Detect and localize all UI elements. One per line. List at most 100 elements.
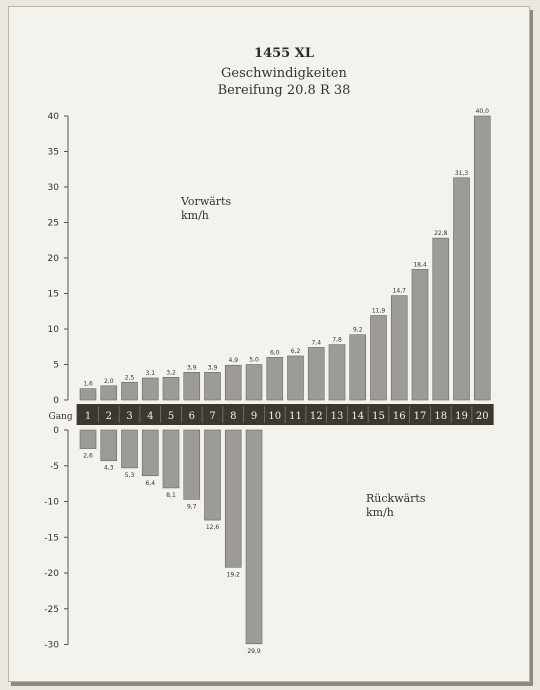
forward-value-label: 22,8 [434,230,448,237]
forward-value-label: 3,9 [208,364,218,371]
forward-bar [204,372,221,401]
reverse-bar [100,429,118,462]
chart-canvas: 1455 XL Geschwindigkeiten Bereifung 20.8… [44,46,494,655]
gear-label: 9 [251,411,257,422]
y-tick-label: -30 [44,641,59,651]
y-tick-label: 10 [48,325,60,335]
gear-label: 3 [126,411,132,422]
forward-bar [183,372,201,401]
gear-label: 5 [168,411,174,422]
y-tick-label: 25 [48,219,59,229]
forward-value-label: 31,3 [455,170,469,177]
y-tick-label: -15 [44,533,59,543]
reverse-bar [79,429,97,449]
gear-label: 19 [455,411,468,422]
gear-label: 15 [372,411,385,422]
forward-annotation-line-2: km/h [181,209,209,222]
gear-label: 14 [351,411,364,422]
forward-bar [432,237,450,401]
gear-label: 18 [434,411,447,422]
y-tick-label: -20 [44,569,59,579]
forward-bar [453,177,470,401]
reverse-bar [204,429,221,521]
chart-page: 1455 XL Geschwindigkeiten Bereifung 20.8… [8,6,530,682]
reverse-bar [121,429,138,469]
forward-bar [224,364,242,401]
forward-bar [287,355,304,401]
reverse-bar [162,429,180,489]
chart-subtitle-2: Bereifung 20.8 R 38 [218,83,351,98]
reverse-bar [245,429,263,645]
forward-value-label: 7,8 [332,337,342,344]
reverse-value-label: 5,3 [125,472,135,479]
forward-bar [141,377,159,401]
y-tick-label: 15 [48,290,59,300]
gear-label: 4 [147,411,153,422]
forward-value-label: 5,0 [249,357,259,364]
forward-bar [266,357,284,401]
gear-label: 17 [414,411,427,422]
y-tick-label: -5 [50,462,59,472]
forward-bar [100,385,118,401]
forward-value-label: 18,4 [413,261,427,268]
reverse-annotation-line-2: km/h [366,506,394,519]
gear-label: 20 [476,411,489,422]
reverse-annotation-line-1: Rückwärts [366,492,426,505]
forward-value-label: 7,4 [311,339,321,346]
y-tick-label: -10 [44,498,59,508]
forward-value-label: 6,0 [270,349,280,356]
forward-annotation-line-1: Vorwärts [180,195,231,208]
gear-label: 10 [268,411,281,422]
forward-bar [473,115,491,401]
forward-value-label: 3,9 [187,364,197,371]
reverse-bar [141,429,159,477]
forward-bar [307,347,325,401]
reverse-value-label: 29,9 [247,648,261,655]
gear-label: 16 [393,411,406,422]
gear-label: 11 [289,411,302,422]
forward-value-label: 6,2 [291,348,301,355]
reverse-bar [224,429,242,568]
gear-label: 6 [189,411,195,422]
reverse-value-label: 6,4 [145,480,155,487]
y-tick-label: 35 [48,148,59,158]
forward-bar [390,295,408,401]
gear-label: 7 [209,411,215,422]
chart-title: 1455 XL [254,46,314,61]
reverse-bar [183,429,201,500]
forward-value-label: 3,2 [166,369,176,376]
gear-label: 12 [310,411,323,422]
forward-value-label: 14,7 [393,288,407,295]
forward-value-label: 2,0 [104,378,114,385]
gear-label: 1 [85,411,91,422]
forward-bar [162,376,180,401]
y-tick-label: 20 [48,254,60,264]
forward-bar [349,334,367,401]
forward-value-label: 9,2 [353,327,363,334]
forward-bar [245,364,263,401]
forward-value-label: 40,0 [476,108,490,115]
forward-bar [370,315,387,401]
reverse-value-label: 4,3 [104,465,114,472]
forward-value-label: 4,9 [228,357,238,364]
reverse-value-label: 19,2 [227,571,241,578]
forward-bar [79,388,97,401]
y-tick-label: -25 [44,605,59,615]
gear-label: 2 [106,411,112,422]
gear-label: 13 [331,411,344,422]
forward-bar [328,344,346,401]
forward-bar [121,381,138,401]
reverse-value-label: 9,7 [187,503,197,510]
chart-subtitle-1: Geschwindigkeiten [221,66,348,81]
forward-value-label: 11,9 [372,308,386,315]
gear-label: 8 [230,411,236,422]
gear-axis-label: Gang [49,412,73,422]
forward-bar [411,269,429,401]
forward-value-label: 3,1 [145,370,155,377]
forward-value-label: 1,6 [83,381,93,388]
reverse-value-label: 2,6 [83,453,93,460]
y-tick-label: 0 [53,426,59,436]
reverse-value-label: 8,1 [166,492,176,499]
forward-value-label: 2,5 [125,374,135,381]
y-tick-label: 0 [53,396,59,406]
